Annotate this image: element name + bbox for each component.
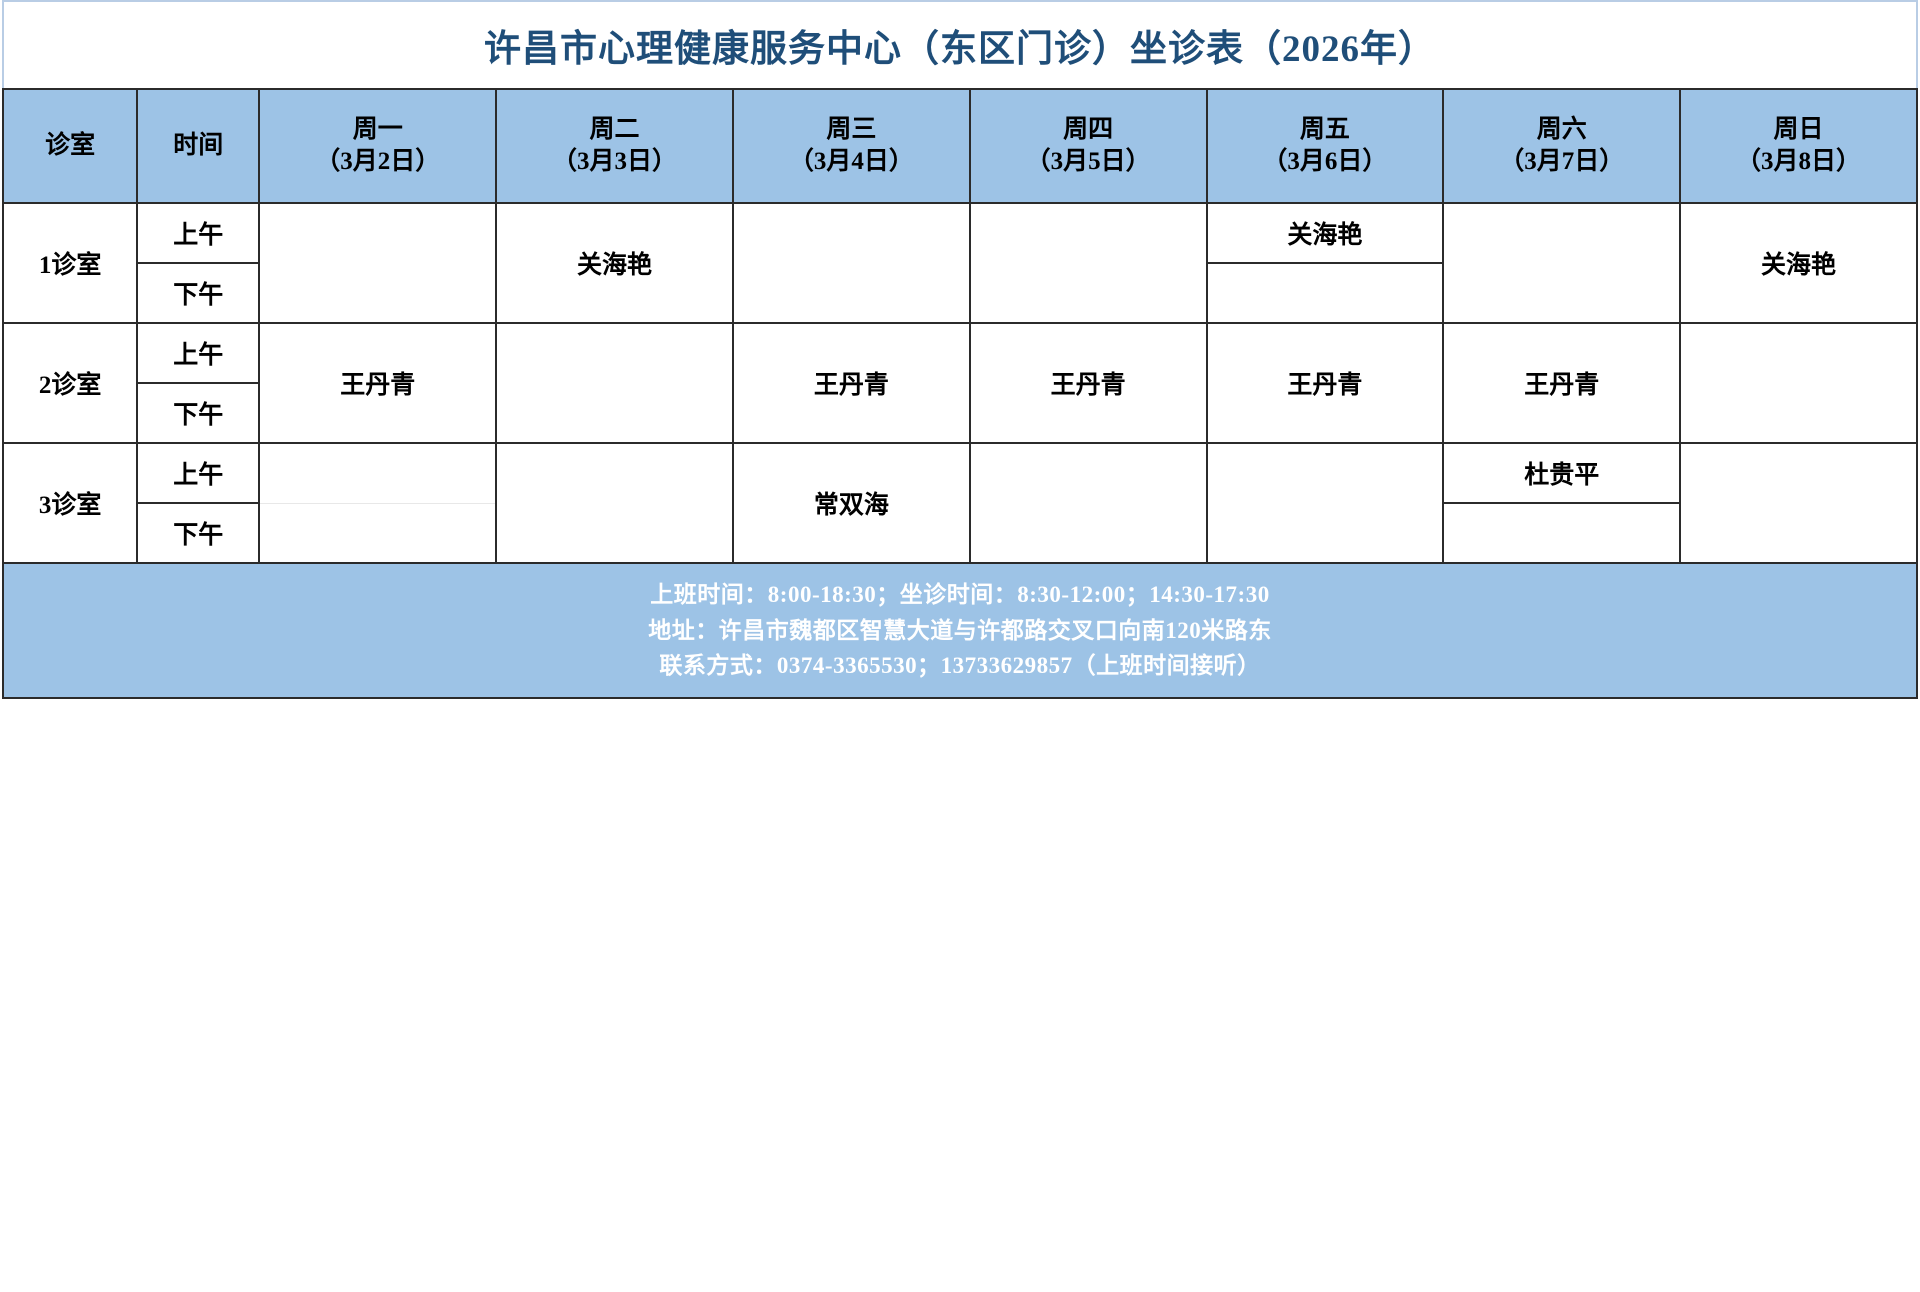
session-time-cell: 上午 下午 [136, 322, 261, 444]
header-day-thursday: 周四 （3月5日） [968, 88, 1208, 204]
header-weekday: 周三 [826, 116, 877, 143]
schedule-cell-saturday[interactable] [1442, 202, 1682, 324]
doctor-name-am: 杜贵平 [1444, 444, 1680, 504]
footer-info: 上班时间：8:00-18:30；坐诊时间：8:30-12:00；14:30-17… [2, 564, 1918, 699]
doctor-name: 王丹青 [1287, 372, 1363, 399]
schedule-cell-saturday[interactable]: 杜贵平 [1442, 442, 1682, 564]
schedule-cell-sunday[interactable] [1679, 442, 1918, 564]
header-day-sunday: 周日 （3月8日） [1679, 88, 1918, 204]
header-room: 诊室 [1, 88, 139, 204]
doctor-name-pm [1444, 504, 1679, 562]
doctor-name [1681, 324, 1916, 442]
doctor-name [1681, 444, 1916, 562]
doctor-name-am: 关海艳 [1207, 204, 1443, 264]
schedule-cell-sunday[interactable]: 关海艳 [1679, 202, 1918, 324]
schedule-cell-thursday[interactable] [968, 202, 1208, 324]
doctor-name [260, 204, 495, 322]
doctor-name: 王丹青 [1524, 372, 1600, 399]
header-weekday: 周六 [1536, 116, 1587, 143]
table-head: 诊室 时间 周一 （3月2日） 周二 （3月3日） 周三 （3月4日） 周四 （… [1, 88, 1918, 204]
session-label-am: 上午 [138, 204, 259, 264]
doctor-name: 关海艳 [577, 252, 653, 279]
schedule-cell-monday[interactable] [258, 202, 498, 324]
header-day-wednesday: 周三 （3月4日） [731, 88, 971, 204]
schedule-cell-monday[interactable] [258, 442, 498, 564]
schedule-cell-friday[interactable]: 关海艳 [1205, 202, 1445, 324]
doctor-name: 王丹青 [340, 372, 416, 399]
schedule-cell-tuesday[interactable]: 关海艳 [495, 202, 734, 324]
schedule-cell-wednesday[interactable]: 王丹青 [731, 322, 971, 444]
header-weekday: 周一 [352, 116, 403, 143]
doctor-name [971, 204, 1206, 322]
header-date: （3月3日） [552, 148, 678, 175]
doctor-name: 王丹青 [1050, 372, 1126, 399]
doctor-name [1208, 444, 1443, 562]
schedule-cell-saturday[interactable]: 王丹青 [1442, 322, 1682, 444]
schedule-cell-tuesday[interactable] [495, 442, 734, 564]
session-label-am: 上午 [138, 324, 259, 384]
schedule-cell-tuesday[interactable] [495, 322, 734, 444]
header-time: 时间 [136, 88, 261, 204]
session-time-cell: 上午 下午 [136, 442, 261, 564]
doctor-name [971, 444, 1206, 562]
schedule-cell-thursday[interactable] [968, 442, 1208, 564]
doctor-name-pm [260, 504, 495, 563]
table-row: 1诊室 上午 下午 关海艳 关海艳 关海艳 [1, 202, 1918, 324]
room-label: 3诊室 [1, 442, 139, 564]
header-day-saturday: 周六 （3月7日） [1442, 88, 1682, 204]
table-row: 3诊室 上午下午 常双海 杜贵平 [1, 442, 1918, 564]
header-date: （3月6日） [1262, 148, 1388, 175]
room-label: 1诊室 [1, 202, 139, 324]
header-day-monday: 周一 （3月2日） [258, 88, 498, 204]
schedule-cell-monday[interactable]: 王丹青 [258, 322, 498, 444]
doctor-name: 关海艳 [1761, 252, 1837, 279]
session-label-pm: 下午 [173, 522, 224, 549]
table-row: 2诊室 上午下午 王丹青 王丹青 王丹青 王丹青 王丹青 [1, 322, 1918, 444]
schedule-cell-wednesday[interactable]: 常双海 [731, 442, 971, 564]
doctor-name [497, 444, 732, 562]
footer-line-hours: 上班时间：8:00-18:30；坐诊时间：8:30-12:00；14:30-17… [650, 582, 1270, 608]
footer-line-contact: 联系方式：0374-3365530；13733629857（上班时间接听） [659, 653, 1261, 679]
header-date: （3月7日） [1499, 148, 1625, 175]
header-weekday: 周日 [1773, 116, 1824, 143]
header-date: （3月8日） [1736, 148, 1862, 175]
title-bar: 许昌市心理健康服务中心（东区门诊）坐诊表（2026年） [2, 0, 1918, 88]
room-label: 2诊室 [1, 322, 139, 444]
schedule-cell-thursday[interactable]: 王丹青 [968, 322, 1208, 444]
schedule-table: 诊室 时间 周一 （3月2日） 周二 （3月3日） 周三 （3月4日） 周四 （… [1, 88, 1918, 564]
session-label-pm: 下午 [173, 282, 224, 309]
header-weekday: 周五 [1299, 116, 1350, 143]
session-label-pm: 下午 [173, 402, 224, 429]
header-date: （3月4日） [788, 148, 914, 175]
session-time-cell: 上午 下午 [136, 202, 261, 324]
header-date: （3月2日） [315, 148, 441, 175]
footer-line-address: 地址：许昌市魏都区智慧大道与许都路交叉口向南120米路东 [648, 617, 1272, 643]
doctor-name [734, 204, 969, 322]
header-day-friday: 周五 （3月6日） [1205, 88, 1445, 204]
header-weekday: 周四 [1063, 116, 1114, 143]
page-title: 许昌市心理健康服务中心（东区门诊）坐诊表（2026年） [484, 29, 1436, 70]
header-row: 诊室 时间 周一 （3月2日） 周二 （3月3日） 周三 （3月4日） 周四 （… [1, 88, 1918, 204]
doctor-name [1444, 204, 1679, 322]
doctor-name: 王丹青 [813, 372, 889, 399]
schedule-cell-sunday[interactable] [1679, 322, 1918, 444]
header-weekday: 周二 [589, 116, 640, 143]
schedule-cell-wednesday[interactable] [731, 202, 971, 324]
doctor-name-pm [1208, 264, 1443, 322]
schedule-cell-friday[interactable] [1205, 442, 1445, 564]
table-body: 1诊室 上午 下午 关海艳 关海艳 关海艳 2诊室 上午 下午 王丹青 王丹青 王丹青 王丹青 王丹青 3诊… [1, 202, 1918, 564]
schedule-cell-friday[interactable]: 王丹青 [1205, 322, 1445, 444]
header-day-tuesday: 周二 （3月3日） [495, 88, 734, 204]
header-date: （3月5日） [1025, 148, 1151, 175]
doctor-name-am [260, 444, 496, 504]
session-label-am: 上午 [138, 444, 259, 504]
doctor-name: 常双海 [813, 492, 889, 519]
doctor-name [497, 324, 732, 442]
